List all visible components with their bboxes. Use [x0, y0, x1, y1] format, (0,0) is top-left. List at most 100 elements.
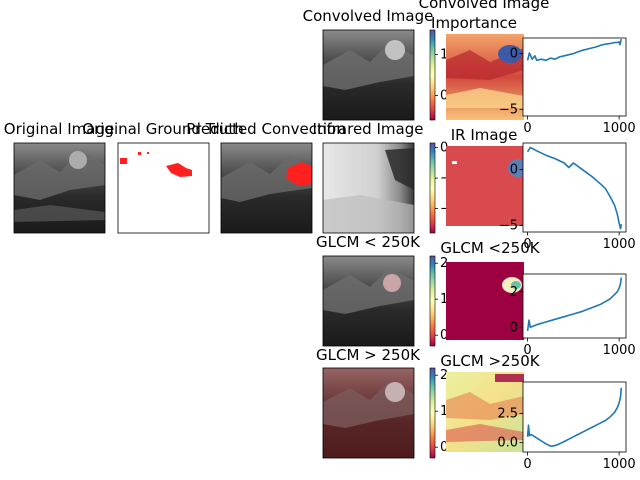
colorbar-tick-label: 2: [440, 256, 448, 271]
colorbar-glcm-gt: 2 1 0: [429, 367, 448, 459]
glcm-gt-importance-texture: [446, 424, 524, 442]
y-tick-label: 2: [510, 285, 518, 300]
colorbar-glcm-lt-ticks: 2 1 0: [435, 256, 448, 343]
ground-truth-title: Original Ground Truth: [82, 120, 243, 138]
plot-area: [522, 142, 627, 233]
original-image-panel: Original Image: [4, 120, 114, 234]
convolved-importance-heatmap: [446, 34, 524, 120]
x-tick-label: 1000: [603, 237, 636, 252]
colorbar-tick-label: 1: [440, 292, 448, 307]
glcm-gt-importance-hotspot: [495, 374, 524, 382]
infrared-image-panel: Infrared Image: [313, 120, 424, 234]
glcm-gt-image-panel: GLCM > 250K: [316, 346, 421, 459]
glcm-lt-image-title: GLCM < 250K: [316, 233, 421, 251]
glcm-gt-importance-heatmap: [446, 372, 524, 452]
ground-truth-image: [118, 143, 209, 233]
ir-importance-title: IR Image: [451, 126, 518, 144]
colorbar-tick-label: 0: [440, 328, 448, 343]
glcm-lt-importance-map: [446, 262, 524, 340]
ground-truth-region: [138, 152, 141, 155]
glcm-lt-image-panel: GLCM < 250K: [316, 233, 421, 347]
glcm-gt-importance-title: GLCM >250K: [440, 352, 540, 370]
glcm-lt-image-frame: [322, 255, 415, 347]
predicted-convection-texture: [221, 155, 312, 202]
y-tick-label: 0.0: [497, 436, 518, 451]
convolved-importance-texture: [446, 48, 524, 80]
infrared-image-frame: [322, 142, 415, 234]
importance-series-line: [526, 146, 623, 230]
original-image-frame: [13, 142, 106, 234]
ir-importance-map: [446, 146, 524, 226]
ground-truth-region: [147, 152, 149, 154]
y-tick-label: 0: [510, 47, 518, 62]
glcm-gt-importance-texture: [446, 392, 524, 420]
x-tick-label: 0: [523, 343, 531, 358]
ir-importance-line-plot: 0 1000 0 −5: [499, 142, 636, 252]
y-tick-label: −5: [499, 102, 518, 117]
y-tick-label: 0: [510, 320, 518, 335]
x-tick-label: 1000: [603, 121, 636, 136]
colorbar-tick-label: 0: [440, 141, 448, 156]
y-tick-label: 0: [510, 163, 518, 178]
colorbar-glcm-lt-bar: [429, 255, 436, 347]
colorbar-convolved: 10: [429, 29, 448, 121]
colorbar-glcm-gt-ticks: 2 1 0: [435, 368, 448, 455]
convolved-importance-hotspot: [498, 45, 522, 63]
convolved-importance-title: Convolved Image Importance: [419, 0, 550, 32]
glcm-lt-importance-title: GLCM <250K: [440, 239, 540, 257]
importance-series-line: [526, 387, 623, 448]
colorbar-tick-label: 1: [440, 48, 448, 63]
glcm-lt-importance-heatmap: [446, 262, 524, 340]
original-image-title: Original Image: [4, 120, 114, 138]
colorbar-tick-label: 0: [440, 88, 448, 103]
original-image-texture: [14, 205, 105, 222]
convolved-importance-title-line1: Convolved Image: [419, 0, 550, 12]
glcm-gt-image-title: GLCM > 250K: [316, 346, 421, 364]
importance-series-line: [526, 38, 623, 62]
ground-truth-region: [120, 158, 127, 164]
infrared-image-title: Infrared Image: [313, 120, 424, 138]
colorbar-tick-label: 1: [440, 404, 448, 419]
x-tick-label: 1000: [603, 343, 636, 358]
colorbar-glcm-lt: 2 1 0: [429, 255, 448, 347]
ir-importance-marker: [452, 161, 457, 164]
glcm-gt-importance-line-plot: 0 1000 2.5 0.0: [497, 381, 636, 472]
colorbar-convolved-bar: [429, 29, 436, 121]
x-tick-label: 1000: [603, 457, 636, 472]
glcm-gt-image-frame: [322, 367, 415, 459]
ground-truth-frame: [117, 142, 210, 234]
predicted-convection-panel: Predicted Convection: [186, 120, 346, 234]
convolved-importance-line-plot: 0 1000 0 −5: [499, 37, 636, 136]
original-image-highlight: [69, 151, 87, 169]
ir-importance-heatmap: [446, 146, 528, 226]
convolved-image-title: Convolved Image: [303, 7, 434, 25]
plot-area: [522, 273, 627, 339]
convolved-importance-title-line2: Importance: [431, 14, 517, 32]
convolved-image-panel: Convolved Image: [303, 7, 434, 121]
ground-truth-panel: Original Ground Truth: [82, 120, 244, 234]
convolved-image-frame: [322, 29, 415, 121]
plot-area: [522, 37, 627, 117]
infrared-image-texture: [323, 195, 414, 233]
colorbar-tick-label: 2: [440, 368, 448, 383]
infrared-image-cold-cloud: [385, 148, 414, 190]
convolved-importance-texture: [446, 88, 524, 108]
ground-truth-region: [166, 163, 192, 177]
x-tick-label: 0: [523, 237, 531, 252]
glcm-lt-importance-line-plot: 0 1000 2 0: [510, 273, 636, 358]
y-tick-label: 2.5: [497, 407, 518, 422]
convolved-image-highlight: [385, 40, 405, 60]
x-tick-label: 0: [523, 457, 531, 472]
predicted-convection-region: [286, 162, 312, 186]
glcm-lt-importance-hotspot-core: [511, 281, 521, 289]
colorbar-infrared-bar: [429, 142, 436, 234]
colorbar-convolved-ticks: 10: [435, 48, 448, 103]
glcm-gt-image-highlight: [385, 382, 405, 402]
importance-series-line: [526, 277, 623, 332]
x-tick-label: 0: [523, 121, 531, 136]
colorbar-tick-label: 0: [440, 440, 448, 455]
colorbar-glcm-gt-bar: [429, 367, 436, 459]
predicted-convection-title: Predicted Convection: [186, 120, 345, 138]
glcm-lt-image-highlight: [383, 274, 401, 292]
